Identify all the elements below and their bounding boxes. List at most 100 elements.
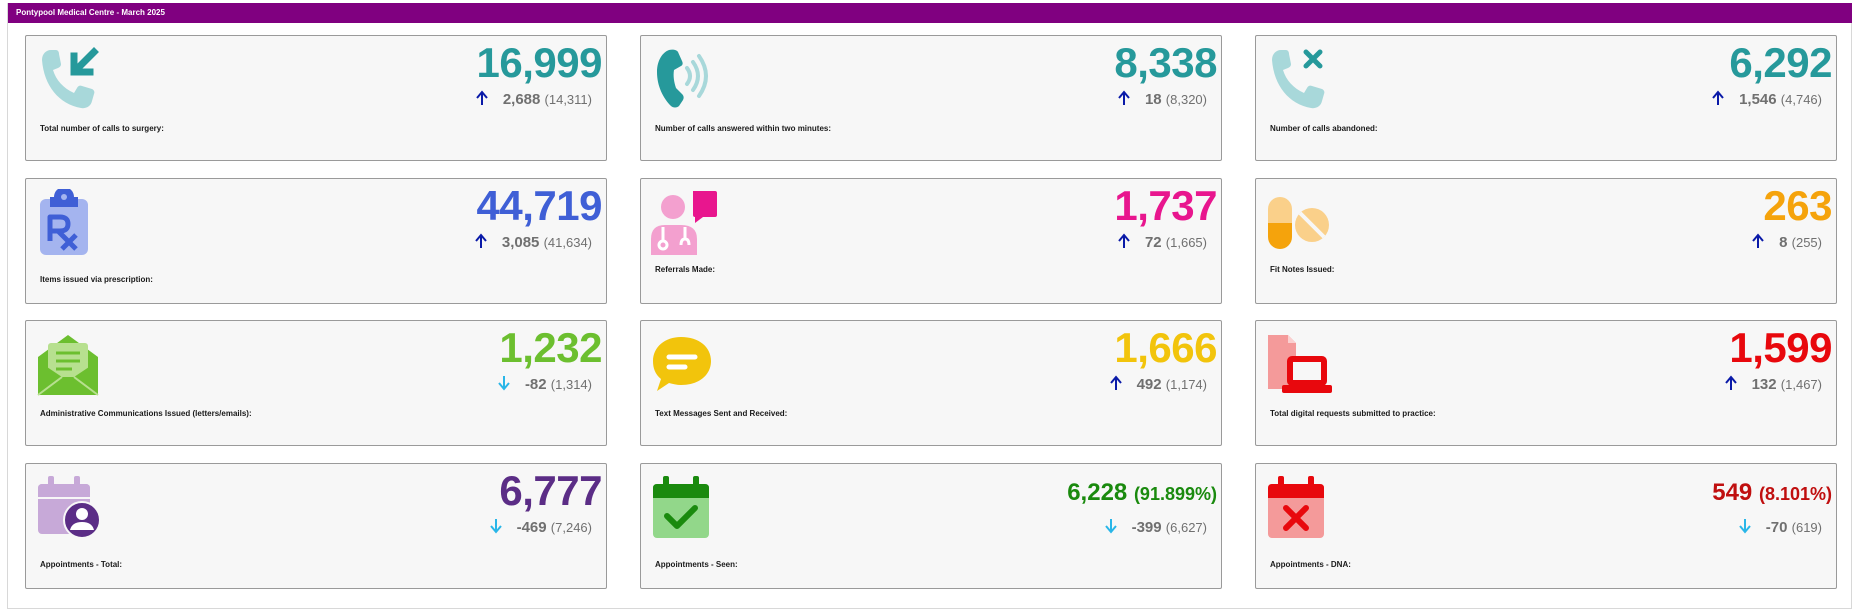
kpi-change-value: 72: [1144, 234, 1162, 251]
kpi-change-value: -70: [1765, 519, 1788, 536]
kpi-label: Total number of calls to surgery:: [40, 124, 164, 133]
kpi-label: Total digital requests submitted to prac…: [1270, 409, 1436, 418]
kpi-label: Appointments - Total:: [40, 560, 123, 569]
kpi-change-value: 18: [1144, 91, 1162, 108]
incoming-call-icon: [42, 47, 99, 109]
arrow-up-icon: [476, 90, 488, 105]
kpi-change-value: 1,546: [1739, 91, 1777, 108]
dashboard-header: Pontypool Medical Centre - March 2025: [8, 3, 1852, 23]
arrow-down-icon: [498, 376, 510, 391]
kpi-change: -82 (1,314): [497, 375, 592, 393]
prescription-clipboard-icon: [40, 189, 88, 255]
kpi-label: Number of calls abandoned:: [1270, 124, 1378, 133]
kpi-value: 1,232: [499, 324, 602, 371]
kpi-value-number: 6,228: [1067, 479, 1128, 506]
arrow-up-icon: [1109, 375, 1122, 390]
kpi-value: 8,338: [1114, 39, 1217, 86]
speech-bubble-icon: [653, 337, 711, 391]
card-appointments-dna: 549 (8.101%) -70 (619) Appointments - DN…: [1255, 463, 1837, 589]
kpi-change-value: -82: [524, 376, 547, 393]
kpi-label: Items issued via prescription:: [40, 275, 153, 284]
kpi-previous-value: (1,665): [1165, 235, 1207, 250]
arrow-down-icon: [489, 519, 502, 534]
kpi-previous-value: (14,311): [544, 92, 592, 107]
kpi-label: Appointments - DNA:: [1270, 560, 1351, 569]
kpi-change: 3,085 (41,634): [474, 233, 592, 251]
kpi-change-value: -469: [516, 519, 547, 536]
kpi-previous-value: (1,174): [1165, 377, 1207, 392]
kpi-value-number: 549: [1712, 479, 1753, 506]
card-calls-answered: 8,338 18 (8,320) Number of calls answere…: [640, 35, 1222, 161]
kpi-change: 8 (255): [1751, 233, 1822, 251]
kpi-value: 16,999: [476, 39, 603, 86]
kpi-value: 1,599: [1729, 324, 1832, 371]
kpi-change: -469 (7,246): [489, 518, 592, 536]
card-referrals: 1,737 72 (1,665) Referrals Made:: [640, 178, 1222, 304]
card-calls-abandoned: 6,292 1,546 (4,746) Number of calls aban…: [1255, 35, 1837, 161]
kpi-label: Administrative Communications Issued (le…: [40, 409, 252, 418]
card-prescription-items: 44,719 3,085 (41,634) Items issued via p…: [25, 178, 607, 304]
kpi-label: Appointments - Seen:: [655, 560, 738, 569]
kpi-change: 492 (1,174): [1109, 375, 1207, 393]
kpi-value: 263: [1763, 182, 1832, 229]
arrow-up-icon: [1118, 90, 1130, 105]
kpi-previous-value: (1,467): [1780, 377, 1822, 392]
ringing-phone-icon: [657, 49, 708, 108]
kpi-change-value: 132: [1751, 376, 1777, 393]
kpi-change: -70 (619): [1738, 518, 1822, 536]
kpi-change: -399 (6,627): [1104, 518, 1207, 536]
calendar-cross-icon: [1268, 476, 1324, 538]
kpi-percent: (91.899%): [1133, 484, 1217, 504]
kpi-change-value: 8: [1779, 234, 1788, 251]
kpi-change: 2,688 (14,311): [475, 90, 592, 108]
pills-icon: [1268, 197, 1329, 249]
kpi-change-value: 3,085: [501, 234, 540, 251]
kpi-change: 72 (1,665): [1117, 233, 1207, 251]
kpi-previous-value: (1,314): [550, 377, 592, 392]
kpi-previous-value: (619): [1791, 520, 1822, 535]
card-digital-requests: 1,599 132 (1,467) Total digital requests…: [1255, 320, 1837, 446]
kpi-change-value: 2,688: [502, 91, 541, 108]
kpi-previous-value: (255): [1791, 235, 1822, 250]
card-text-messages: 1,666 492 (1,174) Text Messages Sent and…: [640, 320, 1222, 446]
card-total-calls: 16,999 2,688 (14,311) Total number of ca…: [25, 35, 607, 161]
missed-call-icon: [1272, 49, 1325, 109]
kpi-value: 44,719: [476, 182, 603, 229]
kpi-previous-value: (7,246): [550, 520, 592, 535]
doctor-chat-icon: [651, 191, 717, 255]
laptop-document-icon: [1268, 335, 1332, 393]
card-admin-communications: 1,232 -82 (1,314) Administrative Communi…: [25, 320, 607, 446]
kpi-value: 6,228 (91.899%): [1067, 478, 1217, 509]
kpi-previous-value: (4,746): [1780, 92, 1822, 107]
kpi-label: Referrals Made:: [655, 265, 716, 274]
kpi-change: 18 (8,320): [1117, 90, 1207, 108]
arrow-up-icon: [475, 233, 487, 248]
kpi-previous-value: (6,627): [1165, 520, 1207, 535]
arrow-up-icon: [1752, 233, 1764, 248]
card-appointments-seen: 6,228 (91.899%) -399 (6,627) Appointment…: [640, 463, 1222, 589]
kpi-value: 6,777: [499, 467, 602, 514]
kpi-value: 1,737: [1114, 182, 1217, 229]
kpi-change: 132 (1,467): [1724, 375, 1822, 393]
arrow-down-icon: [1104, 519, 1117, 534]
kpi-label: Number of calls answered within two minu…: [655, 124, 832, 133]
kpi-previous-value: (41,634): [543, 235, 592, 250]
arrow-up-icon: [1712, 90, 1724, 105]
kpi-change: 1,546 (4,746): [1711, 90, 1822, 108]
calendar-user-icon: [38, 476, 101, 539]
card-appointments-total: 6,777 -469 (7,246) Appointments - Total:: [25, 463, 607, 589]
kpi-value: 1,666: [1114, 324, 1217, 371]
arrow-down-icon: [1739, 519, 1751, 534]
kpi-change-value: 492: [1136, 376, 1162, 393]
kpi-change-value: -399: [1131, 519, 1162, 536]
kpi-label: Text Messages Sent and Received:: [655, 409, 788, 418]
kpi-value: 6,292: [1729, 39, 1832, 86]
kpi-previous-value: (8,320): [1165, 92, 1207, 107]
card-fit-notes: 263 8 (255) Fit Notes Issued:: [1255, 178, 1837, 304]
arrow-up-icon: [1724, 375, 1737, 390]
kpi-percent: (8.101%): [1758, 484, 1832, 504]
arrow-up-icon: [1118, 233, 1130, 248]
calendar-check-icon: [653, 476, 709, 538]
kpi-value: 549 (8.101%): [1712, 478, 1832, 509]
kpi-label: Fit Notes Issued:: [1270, 265, 1335, 274]
